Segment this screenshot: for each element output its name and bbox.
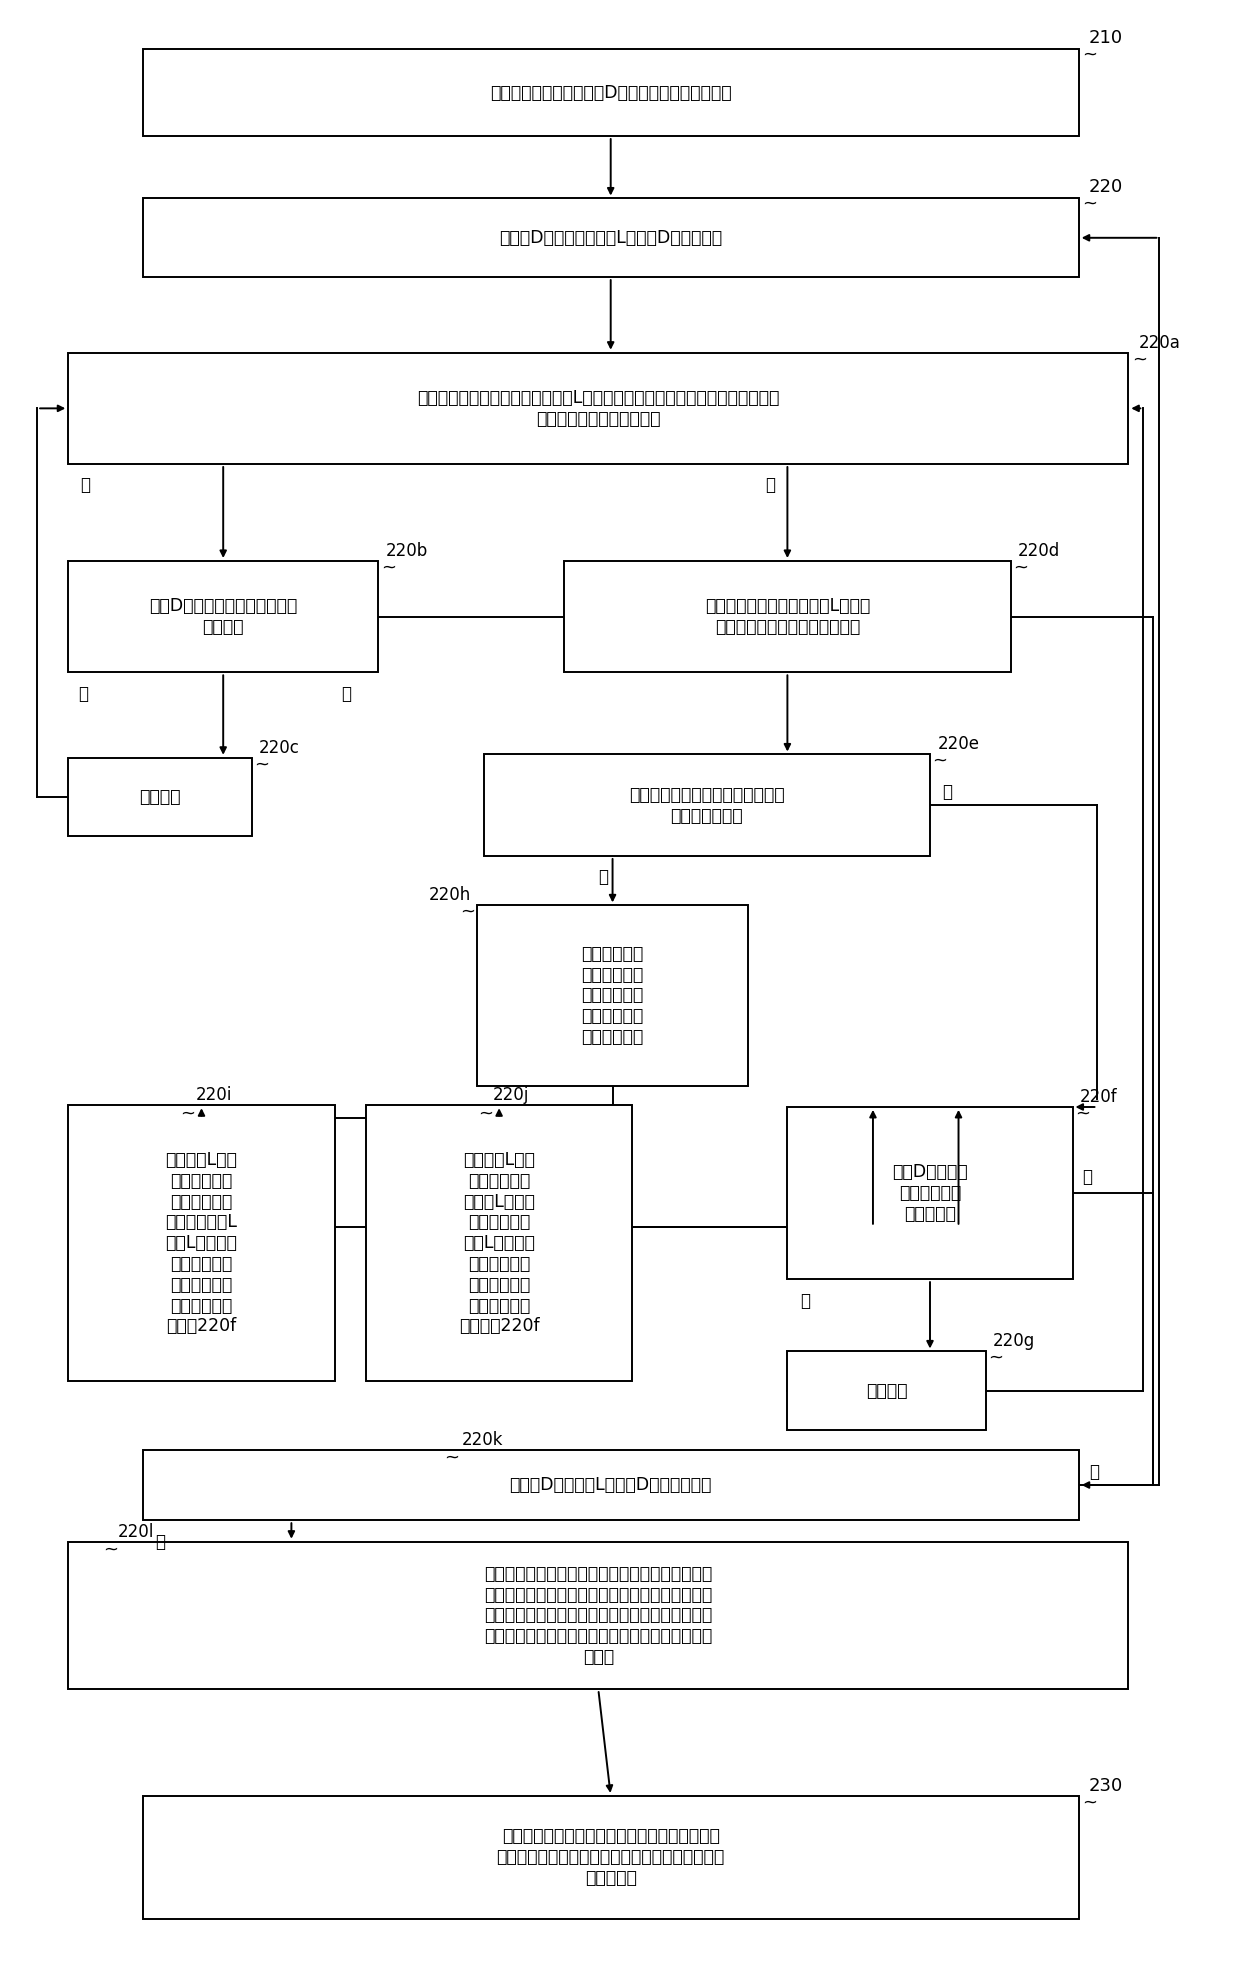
Text: ~: ~ — [932, 752, 947, 769]
FancyBboxPatch shape — [143, 49, 1079, 136]
FancyBboxPatch shape — [787, 1106, 1073, 1279]
Text: 220j: 220j — [492, 1086, 529, 1104]
Text: 220e: 220e — [937, 736, 980, 754]
Text: 否: 否 — [341, 685, 351, 703]
Text: 220c: 220c — [259, 738, 300, 758]
Text: ~: ~ — [1132, 350, 1147, 368]
Text: 获取移动对象的轨迹集合D，所有轨迹都未标记组别: 获取移动对象的轨迹集合D，所有轨迹都未标记组别 — [490, 85, 732, 102]
Text: 对当前遍历到的轨迹与轨迹L进行轨
迹相似度计算，得到轨迹相似度: 对当前遍历到的轨迹与轨迹L进行轨 迹相似度计算，得到轨迹相似度 — [704, 596, 870, 636]
Text: 220: 220 — [1089, 177, 1123, 197]
Text: 是: 是 — [78, 685, 88, 703]
Text: ~: ~ — [103, 1541, 118, 1559]
FancyBboxPatch shape — [143, 1795, 1079, 1919]
Text: 如果轨迹L未做
组别标记，则
创建新的轨迹
组别，将轨迹L
及与L判定为相
似的轨迹添加
到新创建的轨
迹组别中，进
入步骤220f: 如果轨迹L未做 组别标记，则 创建新的轨迹 组别，将轨迹L 及与L判定为相 似的… — [166, 1151, 237, 1336]
Text: 220a: 220a — [1138, 335, 1180, 352]
FancyBboxPatch shape — [564, 561, 1011, 673]
Text: ~: ~ — [1083, 45, 1097, 63]
Text: ~: ~ — [381, 559, 396, 577]
Text: 否: 否 — [1083, 1167, 1092, 1185]
FancyBboxPatch shape — [484, 754, 930, 856]
Text: 从集合D删除轨迹L，判断D集合是否为空: 从集合D删除轨迹L，判断D集合是否为空 — [510, 1476, 712, 1494]
Text: ~: ~ — [1083, 195, 1097, 213]
Text: 是: 是 — [800, 1291, 810, 1309]
Text: 如果计算出的
轨迹相似度大
于预设相似度
阈值，则判定
两条轨迹相似: 如果计算出的 轨迹相似度大 于预设相似度 阈值，则判定 两条轨迹相似 — [582, 945, 644, 1047]
Text: 得到一个或多个轨迹组别，将所有轨迹组别内的轨
迹数量进行累加得到所有具有相似轨迹的轨迹总数
量，再用轨迹集合的轨迹总数量减去具有相似轨迹
的轨迹总数量，得到不与: 得到一个或多个轨迹组别，将所有轨迹组别内的轨 迹数量进行累加得到所有具有相似轨迹… — [484, 1565, 713, 1667]
Text: 否: 否 — [942, 783, 952, 801]
Text: 判断计算出的轨迹相似度是否大于
预设相似度阈值: 判断计算出的轨迹相似度是否大于 预设相似度阈值 — [629, 785, 785, 825]
Text: ~: ~ — [988, 1348, 1003, 1368]
Text: ~: ~ — [444, 1448, 460, 1466]
Text: 否: 否 — [1089, 1462, 1099, 1480]
Text: 220i: 220i — [196, 1086, 232, 1104]
Text: 220b: 220b — [386, 541, 428, 561]
FancyBboxPatch shape — [143, 199, 1079, 277]
Text: 判断是否当前遍历到的轨迹与轨迹L的起点距离小于预设起点距离阈值，且终点
距离小于预设终点距离阈值: 判断是否当前遍历到的轨迹与轨迹L的起点距离小于预设起点距离阈值，且终点 距离小于… — [417, 390, 780, 427]
Text: ~: ~ — [1075, 1104, 1090, 1122]
FancyBboxPatch shape — [477, 905, 748, 1086]
FancyBboxPatch shape — [143, 1450, 1079, 1519]
FancyBboxPatch shape — [68, 352, 1128, 464]
FancyBboxPatch shape — [787, 1352, 986, 1431]
Text: ~: ~ — [1083, 1793, 1097, 1811]
FancyBboxPatch shape — [68, 758, 252, 836]
Text: 210: 210 — [1089, 30, 1123, 47]
Text: ~: ~ — [460, 903, 475, 921]
Text: 判断D集合是否仍然有剩余轨迹
未遍历到: 判断D集合是否仍然有剩余轨迹 未遍历到 — [149, 596, 298, 636]
Text: 继续遍历: 继续遍历 — [139, 787, 181, 807]
Text: 是: 是 — [765, 476, 775, 494]
Text: 如果轨迹L已存
在组别标记，
则将与L判定为
相似的轨迹添
加到L所属轨迹
组别中，且为
该相似的轨迹
做组别标记，
进入步骤220f: 如果轨迹L已存 在组别标记， 则将与L判定为 相似的轨迹添 加到L所属轨迹 组别… — [459, 1151, 539, 1336]
Text: 将轨迹集合中轨迹总数除以轨迹组别的组别数量
与不与任何其他轨迹相似的轨迹的数量之和，得到
轨迹频紧度: 将轨迹集合中轨迹总数除以轨迹组别的组别数量 与不与任何其他轨迹相似的轨迹的数量之… — [496, 1828, 725, 1887]
Text: 是: 是 — [598, 868, 608, 886]
FancyBboxPatch shape — [68, 1541, 1128, 1689]
Text: 220f: 220f — [1080, 1088, 1117, 1106]
Text: 220d: 220d — [1018, 541, 1060, 561]
FancyBboxPatch shape — [68, 1106, 335, 1382]
Text: 否: 否 — [81, 476, 91, 494]
FancyBboxPatch shape — [366, 1106, 632, 1382]
Text: 是: 是 — [155, 1533, 165, 1551]
Text: 230: 230 — [1089, 1777, 1123, 1795]
Text: 继续遍历: 继续遍历 — [866, 1382, 908, 1399]
FancyBboxPatch shape — [68, 561, 378, 673]
Text: 判断D集合是否
仍然有剩余轨
迹未遍历到: 判断D集合是否 仍然有剩余轨 迹未遍历到 — [893, 1163, 967, 1222]
Text: 220k: 220k — [461, 1431, 503, 1448]
Text: ~: ~ — [181, 1104, 196, 1122]
Text: ~: ~ — [477, 1104, 494, 1122]
Text: 从集合D中任取一条轨迹L，遍历D中剩余轨迹: 从集合D中任取一条轨迹L，遍历D中剩余轨迹 — [500, 228, 722, 246]
Text: 220h: 220h — [429, 886, 471, 905]
Text: ~: ~ — [254, 756, 269, 773]
Text: 220g: 220g — [993, 1332, 1035, 1350]
Text: ~: ~ — [1013, 559, 1028, 577]
Text: 220l: 220l — [118, 1523, 154, 1541]
